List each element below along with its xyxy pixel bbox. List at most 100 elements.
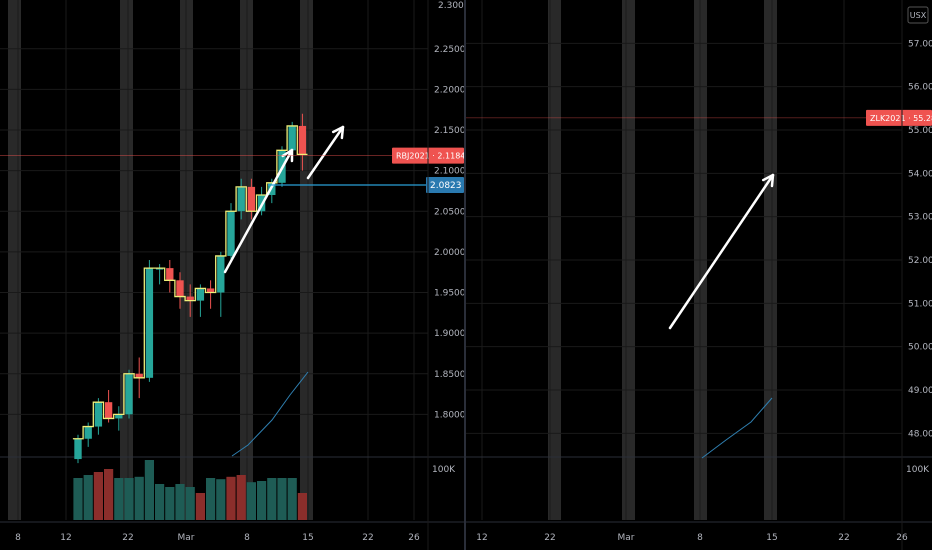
candle-body xyxy=(155,268,164,270)
price-axis-label: 48.00 xyxy=(908,429,932,439)
candle-body xyxy=(237,186,245,212)
volume-bar xyxy=(175,484,185,520)
annotation-arrow-shaft xyxy=(668,173,775,330)
volume-bar xyxy=(257,481,267,520)
price-axis-label: 1.9000 xyxy=(434,329,464,339)
candle-body xyxy=(186,296,194,301)
date-axis-label: 22 xyxy=(362,533,373,543)
candle-body xyxy=(84,426,92,439)
candle-body xyxy=(196,288,205,301)
volume-bar xyxy=(226,476,236,520)
volume-bar xyxy=(165,487,175,520)
date-axis-label: 8 xyxy=(697,533,703,543)
volume-bar xyxy=(206,478,216,520)
candle-body xyxy=(115,414,123,419)
price-axis-top-label: 2.300 xyxy=(438,1,464,11)
close-step-line xyxy=(72,125,308,440)
volume-bar xyxy=(185,487,195,520)
current-price-tag xyxy=(866,109,932,126)
session-band xyxy=(300,0,313,520)
volume-bar xyxy=(73,478,83,520)
date-axis-label: 8 xyxy=(15,533,21,543)
price-axis-label: 56.00 xyxy=(908,83,932,93)
price-axis-label: 55.00 xyxy=(908,126,932,136)
volume-bar xyxy=(216,479,226,520)
volume-bar xyxy=(236,475,246,520)
date-axis-label: 22 xyxy=(122,533,133,543)
currency-badge-text: USX xyxy=(910,11,927,20)
volume-bar xyxy=(104,469,114,520)
annotation-arrow-shaft xyxy=(306,125,345,180)
price-axis-label: 57.00 xyxy=(908,39,932,49)
price-axis-label: 2.1000 xyxy=(434,167,464,177)
candle-body xyxy=(217,255,225,293)
price-axis-label: 1.9500 xyxy=(434,289,464,299)
annotation-arrow-head xyxy=(331,125,345,140)
left-chart-pane[interactable]: 2.2500 2.2000 2.1500 2.1000 2.0500 2.0000 1.95… xyxy=(0,0,464,550)
candle-body xyxy=(94,402,103,427)
candle-body xyxy=(227,211,235,256)
session-band xyxy=(120,0,133,520)
volume-bar xyxy=(114,478,124,520)
date-axis-label: 22 xyxy=(838,533,849,543)
candle-body xyxy=(166,268,174,281)
volume-bar xyxy=(277,478,287,520)
date-axis-label: 15 xyxy=(302,533,313,543)
price-axis-label: 49.00 xyxy=(908,386,932,396)
right-chart-canvas[interactable]: 57.00 56.00 55.00 54.00 53.00 52.00 51.00 50.00… xyxy=(466,0,932,550)
pane-divider[interactable] xyxy=(464,0,466,550)
date-axis-label: 12 xyxy=(476,533,487,543)
session-band xyxy=(8,0,21,520)
volume-bar xyxy=(83,475,93,520)
volume-bar xyxy=(267,478,277,520)
annotation-arrow-head xyxy=(761,173,775,188)
currency-badge[interactable] xyxy=(907,6,929,24)
date-axis-label: Mar xyxy=(618,533,635,543)
candle-body xyxy=(288,125,296,151)
price-axis-label: 1.8500 xyxy=(434,370,464,380)
price-axis-label: 2.0000 xyxy=(434,248,464,258)
left-chart-canvas[interactable]: 2.2500 2.2000 2.1500 2.1000 2.0500 2.0000 1.95… xyxy=(0,0,464,550)
annotation-arrow-shaft xyxy=(223,148,294,274)
candle-body xyxy=(206,288,215,293)
volume-bar xyxy=(155,484,165,520)
date-axis-label: 15 xyxy=(766,533,777,543)
current-price-tag-text: ZLK2021 · 55.28 xyxy=(870,114,932,123)
moving-average-line xyxy=(231,371,309,457)
price-axis-label: 1.8000 xyxy=(434,410,464,420)
candle-body xyxy=(176,280,184,297)
date-axis-label: 12 xyxy=(60,533,71,543)
price-axis-label: 2.0500 xyxy=(434,207,464,217)
volume-bar xyxy=(134,476,144,520)
price-axis-label: 2.2000 xyxy=(434,85,464,95)
horizontal-ray-tag-text: 2.0823 xyxy=(430,181,462,191)
price-axis-label: 51.00 xyxy=(908,299,932,309)
price-axis-label: 2.2500 xyxy=(434,45,464,55)
volume-bar xyxy=(297,493,307,520)
price-axis-label: 2.1500 xyxy=(434,126,464,136)
price-axis-label: 50.00 xyxy=(908,343,932,353)
price-axis-label: 53.00 xyxy=(908,213,932,223)
volume-bar xyxy=(195,493,205,520)
volume-bar xyxy=(287,478,297,520)
volume-bar xyxy=(124,478,134,520)
horizontal-ray-tag xyxy=(426,177,464,194)
volume-axis-label: 100K xyxy=(906,465,930,475)
candle-body xyxy=(145,268,154,378)
right-chart-pane[interactable]: 57.00 56.00 55.00 54.00 53.00 52.00 51.00 50.00… xyxy=(466,0,932,550)
date-axis-label: 8 xyxy=(244,533,250,543)
volume-bar xyxy=(144,460,154,520)
price-axis-label: 54.00 xyxy=(908,169,932,179)
volume-bar xyxy=(93,472,103,520)
volume-axis-label: 100K xyxy=(432,465,456,475)
date-axis-label: 22 xyxy=(544,533,555,543)
candle-body xyxy=(135,373,143,378)
volume-bar xyxy=(246,482,256,520)
current-price-tag-text: RBJ2021 · 2.1184 xyxy=(396,152,464,161)
date-axis-label: Mar xyxy=(178,533,195,543)
candle-body xyxy=(74,438,82,460)
candle-body xyxy=(247,186,256,212)
price-axis-label: 52.00 xyxy=(908,256,932,266)
candle-body xyxy=(104,402,113,419)
candle-body xyxy=(125,373,133,415)
